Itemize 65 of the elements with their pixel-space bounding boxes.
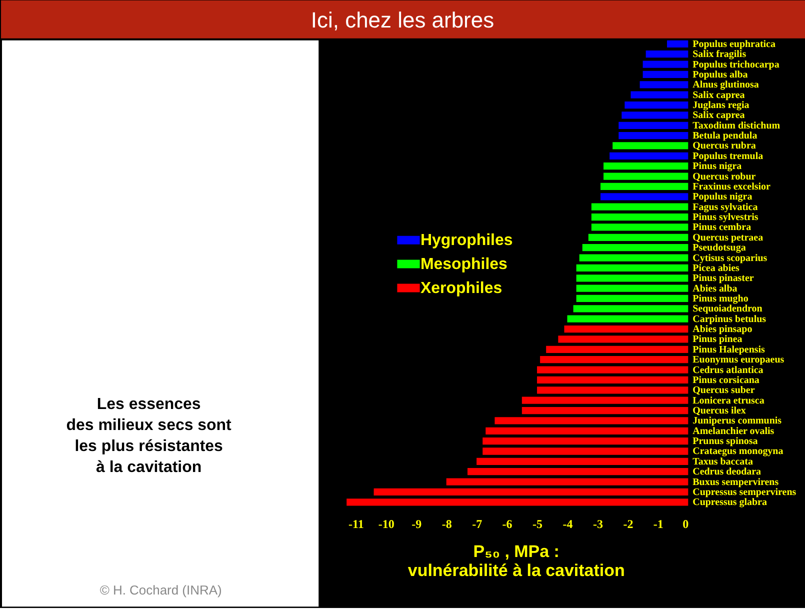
y-tick-label: Cupressus sempervirens [692, 486, 796, 498]
y-tick-label: Picea abies [692, 262, 740, 274]
y-tick-label: Pinus nigra [692, 161, 742, 172]
y-tick-label: Cupressus glabra [692, 497, 767, 508]
y-tick-label: Quercus suber [692, 385, 756, 396]
text: © H. Cochard (INRA) [100, 582, 222, 598]
y-tick-label: Amelanchier ovalis [692, 426, 774, 437]
y-tick-label: Juglans regia [692, 100, 750, 112]
y-tick-label: Fagus sylvatica [692, 202, 758, 213]
y-tick-label: Abies pinsapo [692, 324, 752, 336]
x-tick-label: -11 [348, 517, 364, 532]
x-tick-label: -2 [623, 517, 634, 532]
y-tick-label: Sequoiadendron [692, 304, 763, 315]
y-tick-label: Pinus pinaster [692, 273, 754, 284]
y-tick-label: Cedrus deodara [692, 466, 762, 478]
x-tick-label: -9 [412, 517, 422, 532]
y-tick-label: Pinus Halepensis [692, 344, 766, 356]
y-tick-label: Pseudotsuga [692, 242, 746, 254]
y-tick-label: Juniperus communis [692, 416, 782, 427]
chart-title: Ici, chez les arbres [310, 7, 494, 32]
y-tick-label: Quercus rubra [692, 140, 756, 152]
y-tick-label: Pinus sylvestris [692, 212, 758, 224]
y-tick-label: Carpinus betulus [692, 314, 766, 325]
x-tick-label: -7 [472, 517, 482, 532]
x-tick-label: -5 [532, 517, 543, 532]
legend-label: Mesophiles [420, 256, 508, 274]
x-tick-label: -1 [653, 517, 664, 532]
y-tick-label: Quercus robur [692, 171, 756, 182]
x-tick-label: -8 [442, 517, 452, 532]
y-tick-label: Pinus cembra [692, 222, 752, 234]
text: Les essences des milieux secs sont les plus résistantes à la cavitation [66, 396, 232, 476]
x-tick-label: 0 [682, 517, 689, 532]
y-tick-label: Salix fragilis [692, 49, 746, 60]
y-tick-label: Salix caprea [692, 110, 745, 122]
y-tick-label: Lonicera etrusca [692, 395, 764, 406]
y-tick-label: Pinus pinea [692, 334, 742, 346]
x-tick-label: -4 [562, 517, 573, 532]
y-tick-label: Quercus ilex [692, 406, 746, 417]
y-tick-label: Pinus corsicana [692, 374, 760, 386]
y-tick-label: Populus nigra [692, 192, 752, 203]
y-tick-label: Buxus sempervirens [692, 476, 779, 488]
x-axis-title: P₅₀ , MPa : vulnérabilité à la cavitation [408, 542, 625, 580]
y-tick-label: Crataegus monogyna [692, 446, 784, 458]
y-tick-label: Betula pendula [692, 130, 758, 142]
y-tick-label: Populus tremula [692, 150, 764, 162]
y-tick-label: Populus trichocarpa [692, 59, 780, 70]
y-tick-label: Taxus baccata [692, 456, 753, 468]
y-tick-label: Euonymus europaeus [692, 354, 784, 366]
y-tick-label: Taxodium distichum [692, 120, 781, 132]
y-tick-label: Populus alba [692, 69, 748, 80]
x-tick-label: -3 [592, 517, 603, 532]
y-tick-label: Pinus mugho [692, 293, 748, 304]
y-tick-label: Salix caprea [692, 90, 745, 101]
y-tick-label: Fraxinus excelsior [692, 181, 772, 192]
y-tick-label: Cedrus atlantica [692, 364, 764, 376]
y-tick-label: Quercus petraea [692, 232, 764, 244]
y-tick-label: Populus euphratica [692, 38, 776, 50]
legend-label: Xerophiles [420, 280, 502, 298]
legend-label: Hygrophiles [420, 232, 513, 250]
y-tick-label: Abies alba [692, 283, 738, 294]
x-tick-label: -6 [502, 517, 512, 532]
y-tick-label: Cytisus scoparius [692, 252, 768, 264]
y-tick-label: Prunus spinosa [692, 436, 758, 448]
x-tick-label: -10 [378, 517, 394, 532]
y-tick-label: Alnus glutinosa [692, 80, 759, 91]
